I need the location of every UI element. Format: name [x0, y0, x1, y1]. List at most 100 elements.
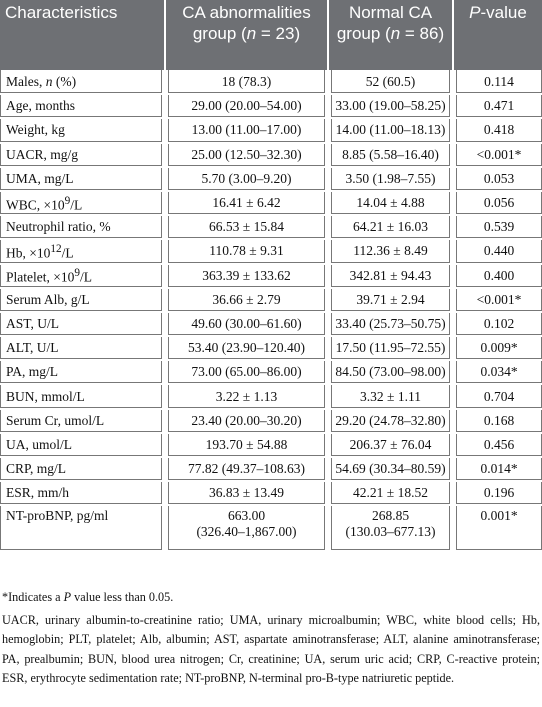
normal-group-value: 33.00 (19.00–58.25)	[325, 94, 453, 120]
ca-group-value: 36.66 ± 2.79	[162, 287, 328, 313]
table-row: Males, n (%) 18 (78.3) 52 (60.5) 0.114	[0, 70, 542, 96]
p-value: 0.400	[450, 263, 542, 289]
p-value: 0.440	[450, 239, 542, 265]
characteristics-table: Characteristics CA abnormalities group (…	[0, 0, 542, 553]
table-row: Age, months 29.00 (20.00–54.00) 33.00 (19.…	[0, 94, 542, 120]
ca-group-value: 663.00 (326.40–1,867.00)	[162, 505, 328, 553]
header-normal-ca-group: Normal CA group (n = 86)	[327, 0, 453, 70]
row-label: NT-proBNP, pg/ml	[0, 505, 165, 553]
p-value: 0.053	[450, 166, 542, 192]
normal-group-value: 29.20 (24.78–32.80)	[325, 408, 453, 434]
ca-group-value: 13.00 (11.00–17.00)	[162, 118, 328, 144]
row-label: Age, months	[0, 94, 165, 120]
ca-group-value: 110.78 ± 9.31	[162, 239, 328, 265]
abbreviations-footnote: UACR, urinary albumin-to-creatinine rati…	[2, 612, 540, 686]
table-row: Serum Alb, g/L 36.66 ± 2.79 39.71 ± 2.94 <0…	[0, 287, 542, 313]
table-row: Weight, kg 13.00 (11.00–17.00) 14.00 (11.0…	[0, 118, 542, 144]
row-label: UA, umol/L	[0, 432, 165, 459]
table-row: Serum Cr, umol/L 23.40 (20.00–30.20) 29.20…	[0, 408, 542, 434]
normal-group-value: 342.81 ± 94.43	[325, 263, 453, 289]
p-value: 0.539	[450, 215, 542, 241]
p-value: 0.456	[450, 432, 542, 459]
ca-group-value: 25.00 (12.50–32.30)	[162, 142, 328, 168]
header-p-value: P-value	[452, 0, 542, 70]
normal-group-value: 268.85 (130.03–677.13)	[325, 505, 453, 553]
row-label: ALT, U/L	[0, 336, 165, 362]
p-value: 0.418	[450, 118, 542, 144]
normal-group-value: 17.50 (11.95–72.55)	[325, 336, 453, 362]
normal-group-value: 206.37 ± 76.04	[325, 432, 453, 459]
row-label: WBC, ×109/L	[0, 190, 165, 217]
normal-group-value: 112.36 ± 8.49	[325, 239, 453, 265]
table-row: AST, U/L 49.60 (30.00–61.60) 33.40 (25.73–…	[0, 311, 542, 338]
row-label: Neutrophil ratio, %	[0, 215, 165, 241]
table-row: NT-proBNP, pg/ml 663.00 (326.40–1,867.00) 2…	[0, 505, 542, 553]
row-label: Weight, kg	[0, 118, 165, 144]
table-row: PA, mg/L 73.00 (65.00–86.00) 84.50 (73.00–…	[0, 360, 542, 386]
normal-group-value: 39.71 ± 2.94	[325, 287, 453, 313]
row-label: Hb, ×1012/L	[0, 239, 165, 265]
table-body: Males, n (%) 18 (78.3) 52 (60.5) 0.114 Age, …	[0, 70, 542, 553]
p-value: 0.471	[450, 94, 542, 120]
ca-group-value: 73.00 (65.00–86.00)	[162, 360, 328, 386]
ca-group-value: 53.40 (23.90–120.40)	[162, 336, 328, 362]
table-header: Characteristics CA abnormalities group (…	[0, 0, 542, 70]
normal-group-value: 33.40 (25.73–50.75)	[325, 311, 453, 338]
table-row: WBC, ×109/L 16.41 ± 6.42 14.04 ± 4.88 0.056	[0, 190, 542, 217]
ca-group-value: 193.70 ± 54.88	[162, 432, 328, 459]
normal-group-value: 54.69 (30.34–80.59)	[325, 457, 453, 483]
ca-group-value: 23.40 (20.00–30.20)	[162, 408, 328, 434]
row-label: CRP, mg/L	[0, 457, 165, 483]
p-value: 0.704	[450, 384, 542, 410]
normal-group-value: 52 (60.5)	[325, 70, 453, 96]
p-value: 0.114	[450, 70, 542, 96]
row-label: Males, n (%)	[0, 70, 165, 96]
ca-group-value: 66.53 ± 15.84	[162, 215, 328, 241]
table-row: UACR, mg/g 25.00 (12.50–32.30) 8.85 (5.58–…	[0, 142, 542, 168]
ca-group-value: 363.39 ± 133.62	[162, 263, 328, 289]
row-label: AST, U/L	[0, 311, 165, 338]
table-row: UMA, mg/L 5.70 (3.00–9.20) 3.50 (1.98–7.55…	[0, 166, 542, 192]
table-row: ESR, mm/h 36.83 ± 13.49 42.21 ± 18.52 0.196	[0, 481, 542, 507]
p-value: 0.168	[450, 408, 542, 434]
ca-group-value: 77.82 (49.37–108.63)	[162, 457, 328, 483]
header-ca-abnormalities-group: CA abnormalities group (n = 23)	[164, 0, 328, 70]
header-row: Characteristics CA abnormalities group (…	[0, 0, 542, 70]
p-value: 0.009*	[450, 336, 542, 362]
p-value: 0.034*	[450, 360, 542, 386]
row-label: Platelet, ×109/L	[0, 263, 165, 289]
row-label: ESR, mm/h	[0, 481, 165, 507]
ca-group-value: 29.00 (20.00–54.00)	[162, 94, 328, 120]
normal-group-value: 3.50 (1.98–7.55)	[325, 166, 453, 192]
row-label: PA, mg/L	[0, 360, 165, 386]
p-value: <0.001*	[450, 287, 542, 313]
table-row: CRP, mg/L 77.82 (49.37–108.63) 54.69 (30.3…	[0, 457, 542, 483]
row-label: Serum Alb, g/L	[0, 287, 165, 313]
table-row: ALT, U/L 53.40 (23.90–120.40) 17.50 (11.95…	[0, 336, 542, 362]
ca-group-value: 49.60 (30.00–61.60)	[162, 311, 328, 338]
row-label: Serum Cr, umol/L	[0, 408, 165, 434]
p-value: <0.001*	[450, 142, 542, 168]
ca-group-value: 16.41 ± 6.42	[162, 190, 328, 217]
p-value: 0.014*	[450, 457, 542, 483]
table-row: Hb, ×1012/L 110.78 ± 9.31 112.36 ± 8.49 0.4…	[0, 239, 542, 265]
row-label: UMA, mg/L	[0, 166, 165, 192]
ca-group-value: 36.83 ± 13.49	[162, 481, 328, 507]
header-characteristics: Characteristics	[0, 0, 165, 70]
p-value: 0.056	[450, 190, 542, 217]
normal-group-value: 14.00 (11.00–18.13)	[325, 118, 453, 144]
normal-group-value: 8.85 (5.58–16.40)	[325, 142, 453, 168]
significance-footnote: *Indicates a P value less than 0.05.	[2, 590, 174, 604]
footnotes: *Indicates a P value less than 0.05. UAC…	[0, 588, 542, 689]
ca-group-value: 3.22 ± 1.13	[162, 384, 328, 410]
table-row: Neutrophil ratio, % 66.53 ± 15.84 64.21 ± …	[0, 215, 542, 241]
table-row: BUN, mmol/L 3.22 ± 1.13 3.32 ± 1.11 0.704	[0, 384, 542, 410]
p-value: 0.102	[450, 311, 542, 338]
normal-group-value: 42.21 ± 18.52	[325, 481, 453, 507]
p-value: 0.001*	[450, 505, 542, 553]
ca-group-value: 18 (78.3)	[162, 70, 328, 96]
row-label: UACR, mg/g	[0, 142, 165, 168]
normal-group-value: 84.50 (73.00–98.00)	[325, 360, 453, 386]
normal-group-value: 64.21 ± 16.03	[325, 215, 453, 241]
table-row: UA, umol/L 193.70 ± 54.88 206.37 ± 76.04 0.…	[0, 432, 542, 459]
